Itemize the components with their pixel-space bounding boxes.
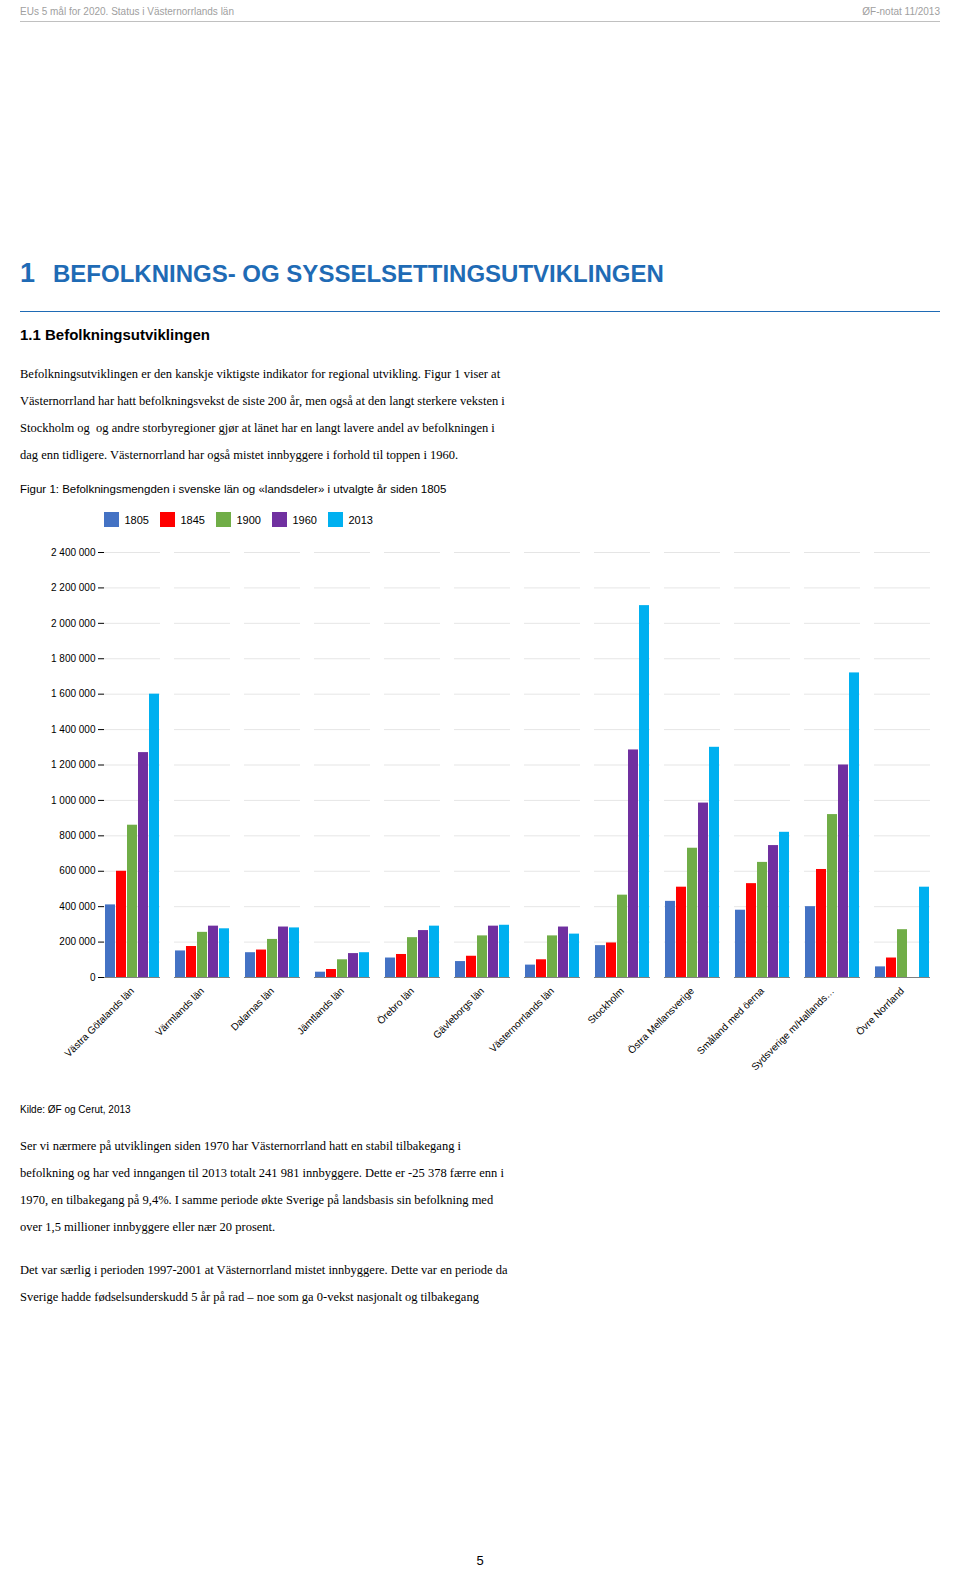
svg-text:Östra Mellansverige: Östra Mellansverige	[626, 984, 697, 1055]
svg-text:Västernorrlands län: Västernorrlands län	[487, 985, 556, 1054]
svg-text:1 600 000: 1 600 000	[51, 688, 96, 699]
svg-text:Stockholm: Stockholm	[585, 985, 626, 1026]
html-text:dag enn tidligere. Västernorrl: dag enn tidligere. Västernorrland har og…	[20, 448, 459, 462]
html-text:Det var særlig i perioden 1997: Det var særlig i perioden 1997-2001 at V…	[20, 1262, 508, 1277]
html-text:Befolkningsutviklingen er den: Befolkningsutviklingen er den kanskje vi…	[20, 367, 501, 381]
svg-text:800 000: 800 000	[59, 830, 96, 841]
html-text:1845: 1845	[180, 513, 205, 526]
html-text:Kilde: ØF og Cerut, 2013: Kilde: ØF og Cerut, 2013	[20, 1103, 131, 1115]
svg-text:Småland med öerna: Småland med öerna	[695, 984, 767, 1056]
svg-text:Västra Götalands län: Västra Götalands län	[62, 985, 136, 1059]
html-text:BEFOLKNINGS- OG SYSSELSETTINGS: BEFOLKNINGS- OG SYSSELSETTINGSUTVIKLINGE…	[53, 260, 664, 287]
html-text:1900: 1900	[236, 513, 261, 526]
svg-text:Sydsverige m/Hallands…: Sydsverige m/Hallands…	[749, 985, 836, 1072]
html-text:Sverige hadde fødselsunderskud: Sverige hadde fødselsunderskudd 5 år på …	[20, 1289, 479, 1304]
html-text:Ser vi nærmere på utviklingen: Ser vi nærmere på utviklingen siden 1970…	[20, 1138, 461, 1153]
svg-text:Dalarnas län: Dalarnas län	[229, 985, 276, 1032]
html-text:2013: 2013	[348, 513, 373, 526]
svg-text:2 000 000: 2 000 000	[51, 617, 96, 628]
html-text:Västernorrland har hatt befolk: Västernorrland har hatt befolkningsvekst…	[20, 394, 505, 408]
html-text:1970, en tilbakegang på 9,4%.: 1970, en tilbakegang på 9,4%. I samme pe…	[20, 1192, 494, 1207]
svg-text:200 000: 200 000	[59, 936, 96, 947]
svg-text:1 200 000: 1 200 000	[51, 759, 96, 770]
html-text:ØF-notat 11/2013: ØF-notat 11/2013	[862, 6, 940, 17]
svg-text:Gävleborgs län: Gävleborgs län	[431, 985, 486, 1040]
svg-text:2 200 000: 2 200 000	[51, 582, 96, 593]
html-text:over 1,5 millioner innbyggere: over 1,5 millioner innbyggere eller nær …	[20, 1219, 276, 1234]
html-text:EUs 5 mål for 2020. Status i V: EUs 5 mål for 2020. Status i Västernorrl…	[20, 6, 234, 17]
svg-text:Övre Norrland: Övre Norrland	[854, 985, 906, 1037]
html-text:Figur 1: Befolkningsmengden i: Figur 1: Befolkningsmengden i svenske lä…	[20, 483, 447, 495]
svg-text:1 000 000: 1 000 000	[51, 794, 96, 805]
html-text:Stockholm og og andre storbyre: Stockholm og og andre storbyregioner gjø…	[20, 421, 495, 435]
html-text:befolkning og har ved inngange: befolkning og har ved inngangen til 2013…	[20, 1165, 504, 1180]
html-text:1.1 Befolkningsutviklingen: 1.1 Befolkningsutviklingen	[20, 326, 210, 343]
html-text:5: 5	[476, 1553, 484, 1568]
svg-text:400 000: 400 000	[59, 900, 96, 911]
html-text:1805: 1805	[124, 513, 149, 526]
svg-text:Jämtlands län: Jämtlands län	[295, 985, 346, 1036]
html-text:1960: 1960	[292, 513, 317, 526]
svg-text:1 400 000: 1 400 000	[51, 723, 96, 734]
svg-text:2 400 000: 2 400 000	[51, 546, 96, 557]
svg-text:Örebro län: Örebro län	[375, 985, 416, 1026]
svg-text:1 800 000: 1 800 000	[51, 652, 96, 663]
html-text:1: 1	[20, 258, 35, 288]
svg-text:0: 0	[90, 971, 96, 982]
svg-text:Värmlands län: Värmlands län	[153, 985, 206, 1038]
svg-text:600 000: 600 000	[59, 865, 96, 876]
